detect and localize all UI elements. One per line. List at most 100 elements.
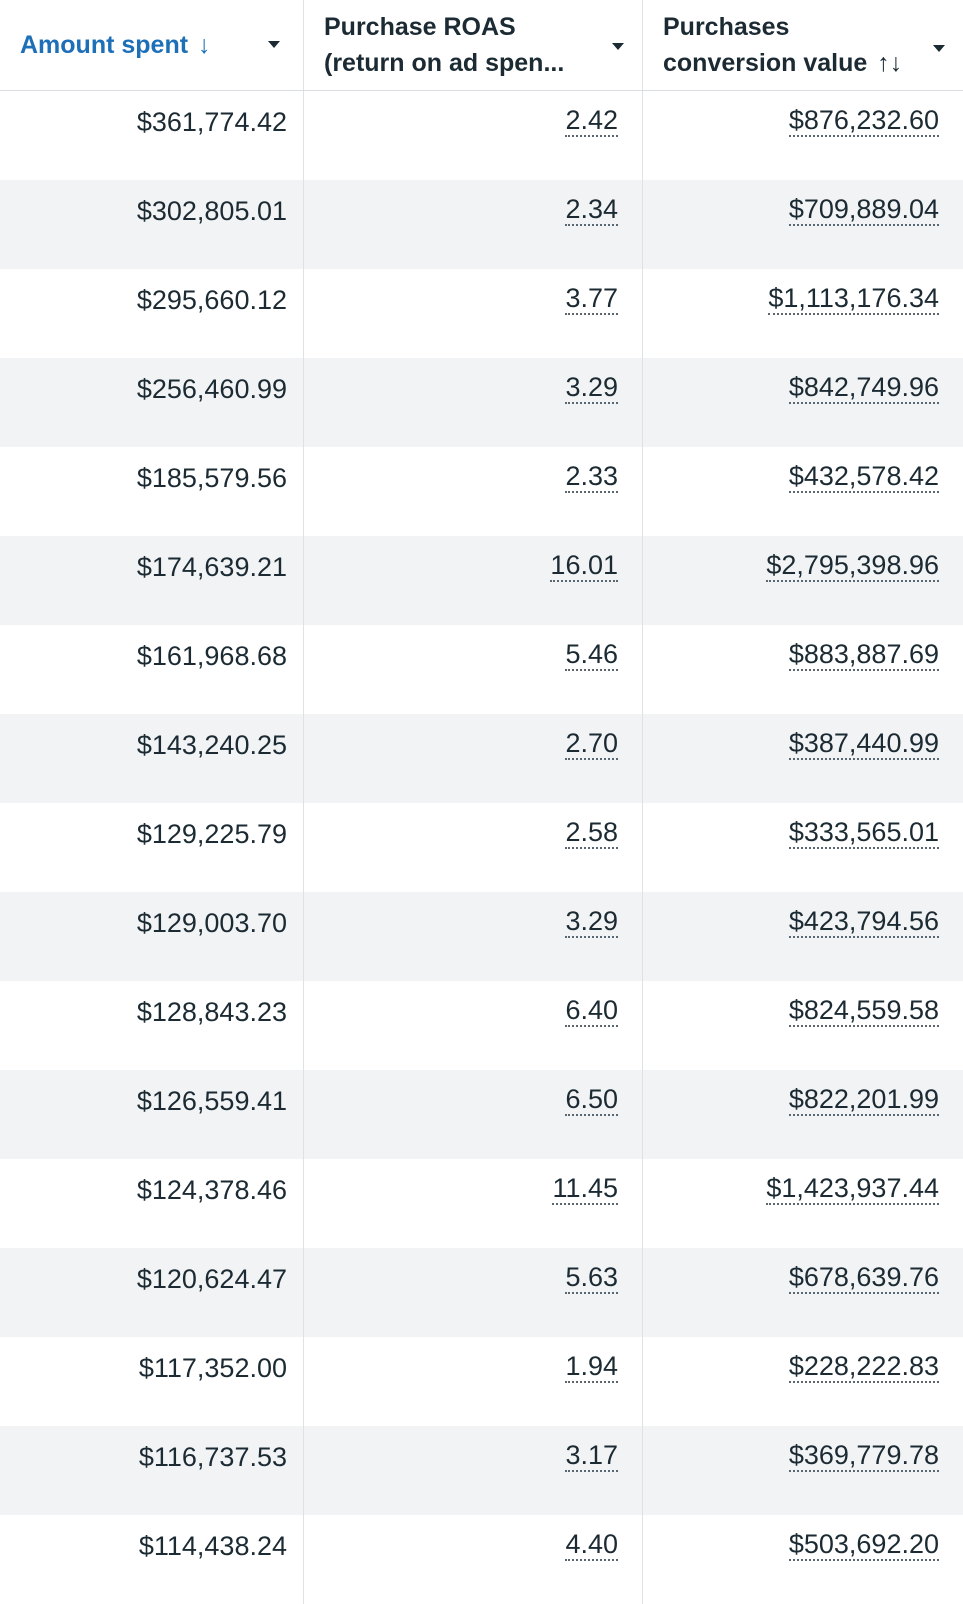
conversion-value-value[interactable]: $432,578.42 [788, 461, 939, 493]
amount-spent-cell: $161,968.68 [0, 625, 304, 714]
caret-down-icon[interactable] [933, 45, 945, 52]
amount-spent-value: $126,559.41 [136, 1086, 287, 1116]
conversion-value-value[interactable]: $842,749.96 [788, 372, 939, 404]
conversion-value-value[interactable]: $709,889.04 [788, 194, 939, 226]
column-header-label-line-2: (return on ad spen... [324, 49, 565, 77]
column-header-label-text: Amount spent [20, 31, 189, 59]
purchase-roas-value[interactable]: 2.34 [565, 194, 618, 226]
purchase-roas-value[interactable]: 2.42 [565, 105, 618, 137]
conversion-value-cell: $1,423,937.44 [643, 1159, 963, 1248]
amount-spent-value: $129,003.70 [136, 908, 287, 938]
amount-spent-cell: $120,624.47 [0, 1248, 304, 1337]
purchase-roas-cell: 16.01 [304, 536, 643, 625]
column-header-label: Amount spent ↓ [20, 27, 211, 63]
conversion-value-value[interactable]: $503,692.20 [788, 1529, 939, 1561]
table-row: $143,240.25 2.70 $387,440.99 [0, 714, 963, 803]
conversion-value-value[interactable]: $822,201.99 [788, 1084, 939, 1116]
conversion-value-value[interactable]: $824,559.58 [788, 995, 939, 1027]
conversion-value-value[interactable]: $387,440.99 [788, 728, 939, 760]
purchase-roas-value[interactable]: 3.29 [565, 906, 618, 938]
amount-spent-value: $116,737.53 [138, 1442, 287, 1472]
purchase-roas-value[interactable]: 3.17 [565, 1440, 618, 1472]
column-header-amount-spent[interactable]: Amount spent ↓ [0, 0, 304, 90]
conversion-value-value[interactable]: $1,423,937.44 [766, 1173, 939, 1205]
sort-descending-icon[interactable]: ↓ [198, 31, 211, 59]
purchase-roas-value[interactable]: 2.70 [565, 728, 618, 760]
purchase-roas-value[interactable]: 3.77 [565, 283, 618, 315]
purchase-roas-cell: 3.17 [304, 1426, 643, 1515]
amount-spent-cell: $143,240.25 [0, 714, 304, 803]
amount-spent-cell: $126,559.41 [0, 1070, 304, 1159]
purchase-roas-cell: 3.29 [304, 892, 643, 981]
amount-spent-value: $114,438.24 [138, 1531, 287, 1561]
purchase-roas-value[interactable]: 5.63 [565, 1262, 618, 1294]
amount-spent-value: $124,378.46 [136, 1175, 287, 1205]
amount-spent-cell: $117,352.00 [0, 1337, 304, 1426]
purchase-roas-cell: 3.29 [304, 358, 643, 447]
amount-spent-cell: $129,225.79 [0, 803, 304, 892]
purchase-roas-value[interactable]: 4.40 [565, 1529, 618, 1561]
conversion-value-value[interactable]: $228,222.83 [788, 1351, 939, 1383]
conversion-value-value[interactable]: $423,794.56 [788, 906, 939, 938]
amount-spent-value: $129,225.79 [136, 819, 287, 849]
conversion-value-value[interactable]: $1,113,176.34 [768, 283, 939, 315]
purchase-roas-cell: 2.33 [304, 447, 643, 536]
purchase-roas-cell: 2.58 [304, 803, 643, 892]
conversion-value-value[interactable]: $883,887.69 [788, 639, 939, 671]
purchase-roas-value[interactable]: 11.45 [552, 1173, 618, 1205]
purchase-roas-cell: 1.94 [304, 1337, 643, 1426]
conversion-value-value[interactable]: $2,795,398.96 [766, 550, 939, 582]
table-row: $161,968.68 5.46 $883,887.69 [0, 625, 963, 714]
purchase-roas-value[interactable]: 5.46 [565, 639, 618, 671]
table-row: $114,438.24 4.40 $503,692.20 [0, 1515, 963, 1604]
conversion-value-cell: $423,794.56 [643, 892, 963, 981]
conversion-value-cell: $369,779.78 [643, 1426, 963, 1515]
purchase-roas-cell: 2.70 [304, 714, 643, 803]
column-header-label-line-1: Purchase ROAS [324, 13, 516, 41]
conversion-value-cell: $1,113,176.34 [643, 269, 963, 358]
purchase-roas-value[interactable]: 6.50 [565, 1084, 618, 1116]
amount-spent-cell: $185,579.56 [0, 447, 304, 536]
purchase-roas-cell: 2.42 [304, 91, 643, 180]
conversion-value-value[interactable]: $333,565.01 [788, 817, 939, 849]
table-row: $361,774.42 2.42 $876,232.60 [0, 91, 963, 180]
conversion-value-cell: $883,887.69 [643, 625, 963, 714]
purchase-roas-value[interactable]: 6.40 [565, 995, 618, 1027]
purchase-roas-value[interactable]: 3.29 [565, 372, 618, 404]
caret-down-icon[interactable] [268, 41, 280, 48]
purchase-roas-cell: 2.34 [304, 180, 643, 269]
amount-spent-value: $185,579.56 [136, 463, 287, 493]
amount-spent-cell: $129,003.70 [0, 892, 304, 981]
purchase-roas-cell: 5.46 [304, 625, 643, 714]
conversion-value-cell: $678,639.76 [643, 1248, 963, 1337]
conversion-value-cell: $503,692.20 [643, 1515, 963, 1604]
conversion-value-value[interactable]: $876,232.60 [788, 105, 939, 137]
conversion-value-value[interactable]: $678,639.76 [788, 1262, 939, 1294]
purchase-roas-cell: 6.50 [304, 1070, 643, 1159]
conversion-value-value[interactable]: $369,779.78 [788, 1440, 939, 1472]
table-row: $256,460.99 3.29 $842,749.96 [0, 358, 963, 447]
caret-down-icon[interactable] [612, 43, 624, 50]
column-header-purchase-roas[interactable]: Purchase ROAS (return on ad spen... [304, 0, 643, 90]
column-header-label-line-1: Purchases [663, 13, 790, 41]
sort-toggle-icon[interactable]: ↑↓ [877, 49, 903, 77]
amount-spent-value: $174,639.21 [136, 552, 287, 582]
purchase-roas-value[interactable]: 1.94 [565, 1351, 618, 1383]
amount-spent-value: $143,240.25 [136, 730, 287, 760]
purchase-roas-value[interactable]: 2.33 [565, 461, 618, 493]
table-body: $361,774.42 2.42 $876,232.60 $302,805.01 2.3… [0, 91, 963, 1604]
column-header-label-line-2: conversion value [663, 49, 868, 77]
table-row: $129,225.79 2.58 $333,565.01 [0, 803, 963, 892]
table-row: $129,003.70 3.29 $423,794.56 [0, 892, 963, 981]
purchase-roas-cell: 5.63 [304, 1248, 643, 1337]
amount-spent-value: $256,460.99 [136, 374, 287, 404]
purchase-roas-value[interactable]: 16.01 [550, 550, 618, 582]
purchase-roas-value[interactable]: 2.58 [565, 817, 618, 849]
amount-spent-cell: $114,438.24 [0, 1515, 304, 1604]
column-header-purchases-conversion-value[interactable]: Purchases conversion value ↑↓ [643, 0, 963, 90]
table-row: $116,737.53 3.17 $369,779.78 [0, 1426, 963, 1515]
amount-spent-value: $302,805.01 [136, 196, 287, 226]
amount-spent-value: $128,843.23 [136, 997, 287, 1027]
amount-spent-cell: $295,660.12 [0, 269, 304, 358]
